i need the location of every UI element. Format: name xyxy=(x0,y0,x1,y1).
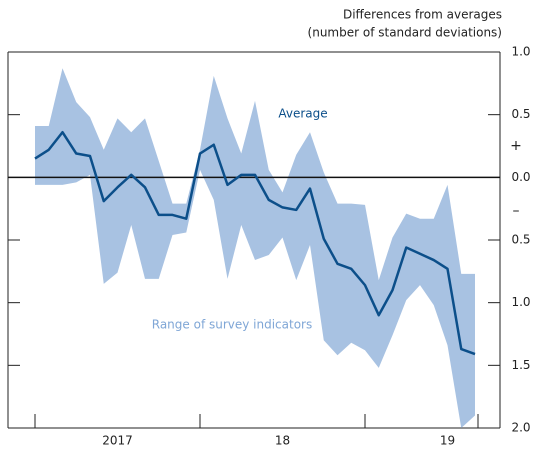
y-tick-label: 2.0 xyxy=(511,421,530,435)
sign-label: – xyxy=(513,203,520,219)
axis-title: (number of standard deviations) xyxy=(308,26,502,40)
y-tick-label: 0.5 xyxy=(511,107,530,121)
sign-label: + xyxy=(510,138,522,154)
series-label: Average xyxy=(278,107,327,121)
y-tick-label: 0.0 xyxy=(511,170,530,184)
y-tick-label: 0.5 xyxy=(511,233,530,247)
y-tick-label: 1.0 xyxy=(511,295,530,309)
y-tick-label: 1.5 xyxy=(511,358,530,372)
y-tick-label: 1.0 xyxy=(511,45,530,59)
range-band xyxy=(35,68,475,428)
x-tick-label: 18 xyxy=(275,434,290,448)
x-tick-label: 2017 xyxy=(102,434,133,448)
axis-title: Differences from averages xyxy=(343,8,502,22)
average-line xyxy=(34,130,476,356)
x-tick-label: 19 xyxy=(440,434,455,448)
series-label: Range of survey indicators xyxy=(152,318,313,332)
